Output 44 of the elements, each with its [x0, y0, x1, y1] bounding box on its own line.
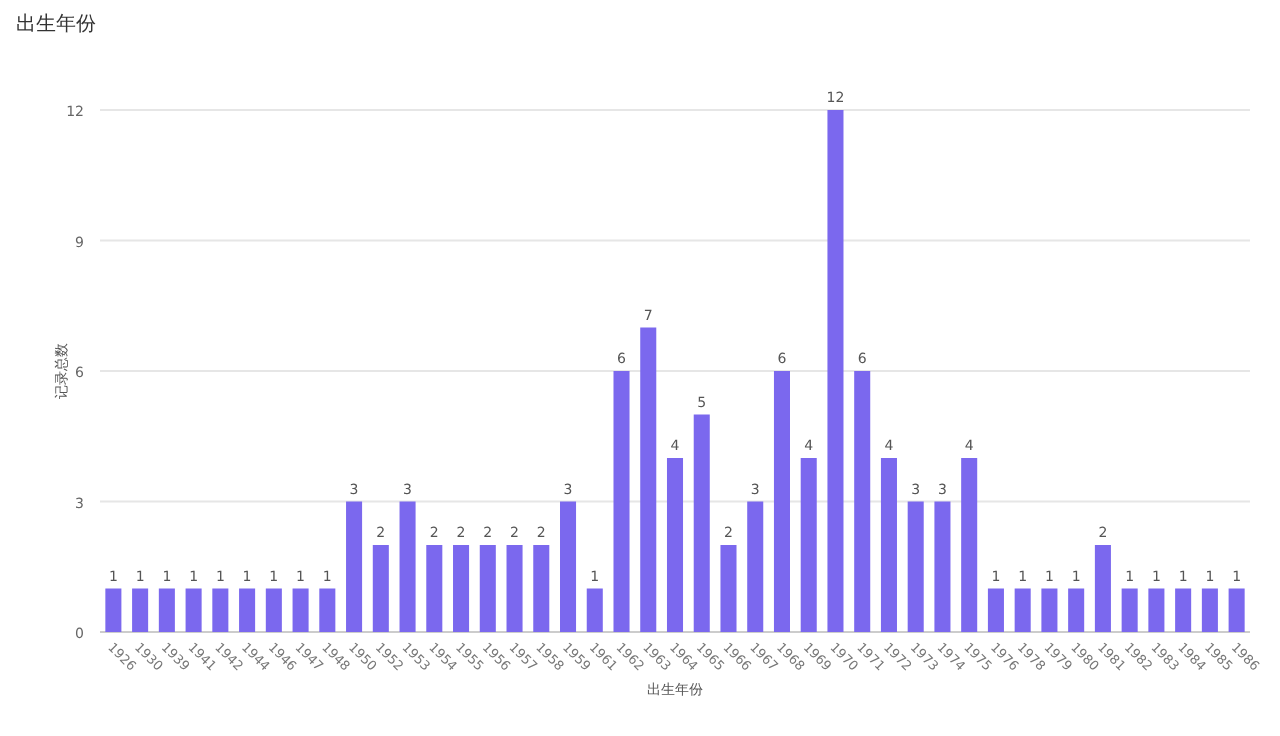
bar — [346, 501, 363, 632]
bar — [1175, 588, 1192, 632]
bar — [319, 588, 336, 632]
bar — [265, 588, 282, 632]
bar — [239, 588, 256, 632]
bar — [586, 588, 603, 632]
bar — [453, 545, 470, 632]
bar — [907, 501, 924, 632]
bar — [613, 371, 630, 632]
bar — [1041, 588, 1058, 632]
bar — [800, 458, 817, 632]
bar — [372, 545, 389, 632]
bar — [1068, 588, 1085, 632]
bar — [426, 545, 443, 632]
bar — [827, 110, 844, 632]
bar — [854, 371, 871, 632]
bar — [773, 371, 790, 632]
bar — [399, 501, 416, 632]
bar — [640, 327, 657, 632]
bar — [987, 588, 1004, 632]
bar — [132, 588, 149, 632]
bar — [1094, 545, 1111, 632]
bar — [961, 458, 978, 632]
bar — [479, 545, 496, 632]
bar — [212, 588, 229, 632]
bar — [1148, 588, 1165, 632]
chart-title: 出生年份 — [16, 12, 96, 36]
bar — [158, 588, 175, 632]
bar — [292, 588, 309, 632]
bar — [185, 588, 202, 632]
bar — [666, 458, 684, 632]
bar — [1201, 588, 1218, 632]
bar — [1228, 588, 1245, 632]
bar — [747, 501, 764, 632]
bar — [720, 545, 737, 632]
bar — [560, 501, 577, 632]
bar — [105, 588, 122, 632]
bar — [1121, 588, 1138, 632]
bar — [506, 545, 523, 632]
bar — [693, 414, 710, 632]
bar — [880, 458, 897, 632]
bar — [533, 545, 550, 632]
bar — [1014, 588, 1031, 632]
bar — [934, 501, 951, 632]
